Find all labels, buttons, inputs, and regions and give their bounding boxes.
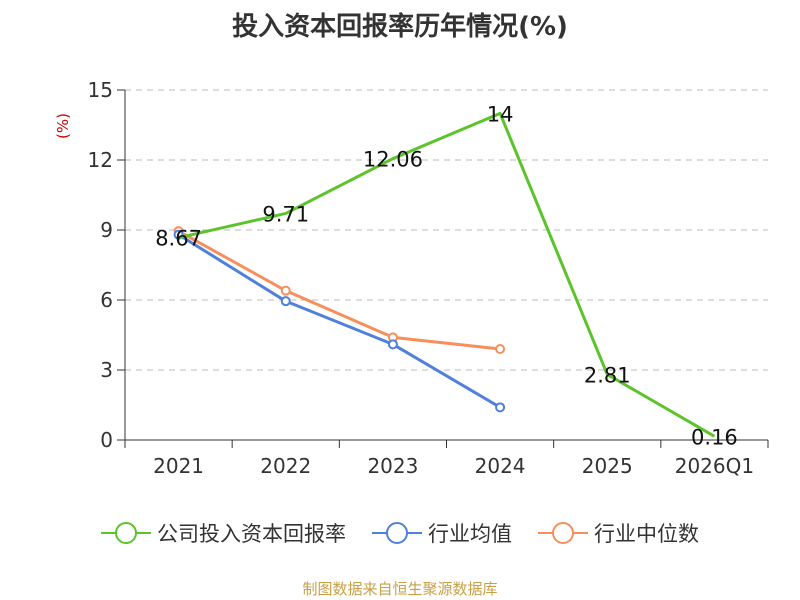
legend-item-industry-median[interactable]: 行业中位数 xyxy=(538,518,699,548)
data-labels: 8.67 9.71 12.06 14 2.81 0.16 xyxy=(155,102,738,449)
data-label-2021: 8.67 xyxy=(155,227,202,251)
legend-marker-industry-average xyxy=(372,522,422,544)
legend-label-industry-average: 行业均值 xyxy=(428,522,512,546)
series-line-industry_median xyxy=(177,229,501,351)
point-industry_median-2024 xyxy=(495,344,506,354)
y-axis-unit-label: (%) xyxy=(54,113,72,139)
point-industry_avg-2023 xyxy=(387,339,398,350)
data-label-2023: 12.06 xyxy=(363,148,423,172)
legend-marker-industry-median xyxy=(538,522,588,544)
legend: 公司投入资本回报率 行业均值 行业中位数 xyxy=(0,518,800,548)
series-line-industry_avg xyxy=(177,233,501,409)
y-tick-label-15: 15 xyxy=(88,78,113,102)
x-tick-label-2025: 2025 xyxy=(582,454,633,478)
x-tick-label-2024: 2024 xyxy=(475,454,526,478)
y-tick-label-12: 12 xyxy=(88,148,113,172)
series-line-company xyxy=(178,111,716,438)
source-note: 制图数据来自恒生聚源数据库 xyxy=(302,580,498,598)
data-label-2025: 2.81 xyxy=(584,363,631,387)
legend-label-company: 公司投入资本回报率 xyxy=(157,522,346,546)
point-industry_avg-2022 xyxy=(280,296,291,307)
point-industry_avg-2024 xyxy=(495,402,506,413)
y-tick-label-9: 9 xyxy=(100,218,113,242)
y-tick-label-6: 6 xyxy=(100,288,113,312)
y-tick-label-3: 3 xyxy=(100,358,113,382)
x-tick-label-2022: 2022 xyxy=(260,454,311,478)
series-lines xyxy=(173,111,716,438)
point-industry_median-2022 xyxy=(280,285,291,296)
axes: 0 3 6 9 12 15 2021 2022 2023 2024 2025 2026Q1 (%) xyxy=(54,78,769,478)
legend-item-industry-average[interactable]: 行业均值 xyxy=(372,518,512,548)
data-label-2026Q1: 0.16 xyxy=(691,425,738,449)
y-tick-label-0: 0 xyxy=(100,428,113,452)
gridlines xyxy=(125,89,768,371)
legend-marker-company xyxy=(101,522,151,544)
data-label-2022: 9.71 xyxy=(262,202,309,226)
legend-item-company[interactable]: 公司投入资本回报率 xyxy=(101,518,346,548)
chart-title: 投入资本回报率历年情况(%) xyxy=(232,12,568,42)
legend-label-industry-median: 行业中位数 xyxy=(594,522,699,546)
data-label-2024: 14 xyxy=(487,102,514,126)
x-tick-label-2023: 2023 xyxy=(367,454,418,478)
x-tick-label-2026Q1: 2026Q1 xyxy=(675,454,754,478)
x-tick-label-2021: 2021 xyxy=(153,454,204,478)
